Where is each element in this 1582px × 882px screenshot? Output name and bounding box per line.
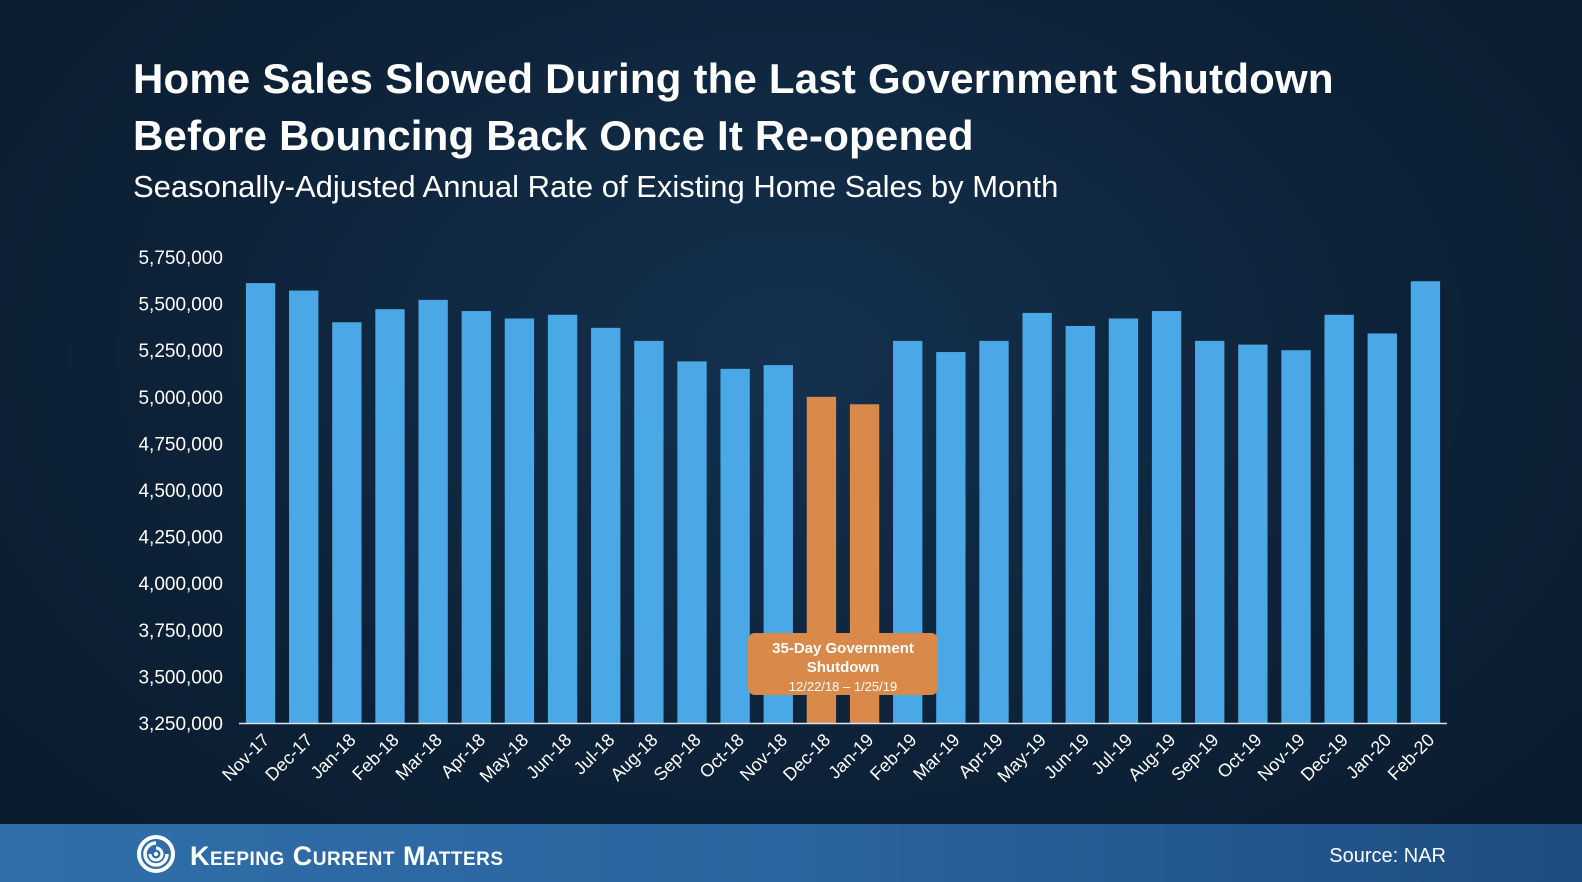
x-tick-label: Sep-19 — [1167, 730, 1222, 785]
bar — [677, 361, 707, 723]
bar — [375, 309, 405, 723]
bar — [504, 318, 535, 723]
x-tick-label: Aug-18 — [606, 730, 661, 785]
bar — [1108, 318, 1139, 723]
annotation-line-2: Shutdown — [807, 659, 879, 676]
x-tick-label: Jun-18 — [522, 730, 575, 783]
y-axis: 3,250,000 3,500,000 3,750,000 4,000,000 4,25… — [138, 248, 223, 735]
annotation-dates: 12/22/18 – 1/25/19 — [789, 679, 897, 694]
x-tick-label: Dec-17 — [261, 730, 316, 785]
bar — [1324, 314, 1354, 723]
bar — [1281, 350, 1311, 723]
annotation-line-1: 35-Day Government — [772, 640, 914, 657]
bar — [979, 340, 1009, 723]
x-tick-label: Dec-18 — [779, 730, 834, 785]
x-tick-label: Feb-20 — [1384, 730, 1438, 784]
bar — [1151, 311, 1182, 723]
bar — [245, 283, 276, 723]
y-tick-label: 3,500,000 — [138, 667, 223, 688]
bar — [1065, 325, 1095, 723]
x-tick-label: Mar-18 — [392, 730, 446, 784]
x-tick-label: May-18 — [476, 730, 533, 787]
y-tick-label: 3,250,000 — [138, 714, 223, 735]
bar — [1238, 344, 1268, 723]
page-subtitle: Seasonally-Adjusted Annual Rate of Exist… — [133, 169, 1059, 204]
page-title: Home Sales Slowed During the Last Govern… — [133, 55, 1334, 159]
y-tick-label: 4,250,000 — [138, 528, 223, 549]
bar — [1195, 340, 1225, 723]
shutdown-annotation: 35-Day Government Shutdown 12/22/18 – 1/… — [748, 633, 938, 695]
bar — [591, 327, 621, 723]
x-tick-label: Aug-19 — [1124, 730, 1179, 785]
bar — [332, 322, 362, 723]
bar — [720, 368, 750, 723]
bar — [936, 352, 966, 723]
source-label: Source: NAR — [1329, 845, 1446, 867]
x-tick-label: Sep-18 — [650, 730, 705, 785]
brand-name: Keeping Current Matters — [190, 841, 504, 871]
y-tick-label: 4,750,000 — [138, 434, 223, 455]
bar — [1367, 333, 1397, 723]
x-tick-label: Feb-18 — [348, 730, 402, 784]
swirl-logo-icon — [137, 835, 175, 873]
y-tick-label: 5,500,000 — [138, 295, 223, 316]
bar — [289, 290, 319, 723]
bar — [1022, 312, 1052, 723]
home-sales-bar-chart: 3,250,000 3,500,000 3,750,000 4,000,000 4,25… — [138, 248, 1447, 787]
y-tick-label: 3,750,000 — [138, 621, 223, 642]
annotation-box — [748, 633, 938, 695]
y-tick-label: 5,000,000 — [138, 388, 223, 409]
y-tick-label: 5,750,000 — [138, 248, 223, 269]
bar — [418, 299, 448, 723]
x-tick-label: Jun-19 — [1040, 730, 1093, 783]
x-tick-label: Dec-19 — [1297, 730, 1352, 785]
x-tick-label: Nov-18 — [736, 730, 791, 785]
x-tick-label: Feb-19 — [866, 730, 920, 784]
x-axis: Nov-17Dec-17Jan-18Feb-18Mar-18Apr-18May-… — [218, 730, 1438, 787]
bar — [461, 311, 491, 723]
bar — [1410, 281, 1441, 723]
x-tick-label: Mar-19 — [909, 730, 963, 784]
x-tick-label: Nov-19 — [1254, 730, 1309, 785]
x-tick-label: Nov-17 — [218, 730, 273, 785]
bar — [634, 340, 664, 723]
y-tick-label: 4,000,000 — [138, 574, 223, 595]
x-tick-label: May-19 — [993, 730, 1050, 787]
bar — [547, 314, 578, 723]
footer-bar: Keeping Current Matters Source: NAR — [0, 824, 1582, 882]
y-tick-label: 4,500,000 — [138, 481, 223, 502]
y-tick-label: 5,250,000 — [138, 341, 223, 362]
